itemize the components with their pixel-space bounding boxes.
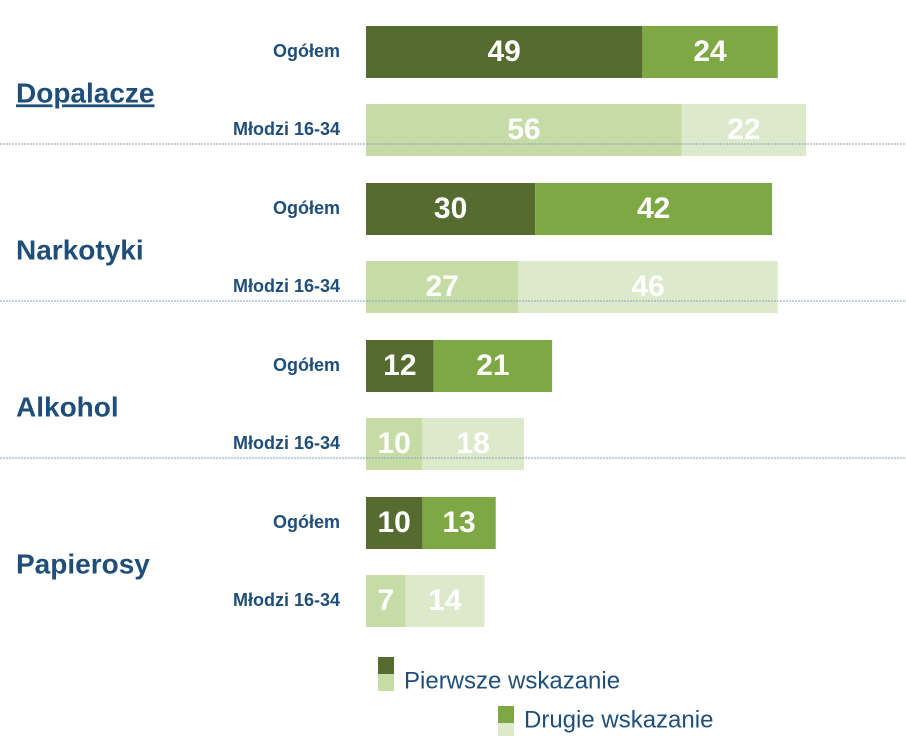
bar-segment [433, 340, 553, 392]
value-label: 7 [377, 584, 394, 617]
subgroup-label: Ogółem [273, 512, 340, 532]
subgroup-label: Młodzi 16-34 [233, 276, 340, 296]
subgroup-label: Ogółem [273, 198, 340, 218]
group-label: Alkohol [16, 391, 119, 422]
value-label: 30 [434, 192, 467, 225]
legend-label: Pierwsze wskazanie [404, 667, 620, 694]
value-label: 10 [378, 427, 411, 460]
subgroup-label: Młodzi 16-34 [233, 433, 340, 453]
legend-swatch [498, 723, 514, 736]
bar-segment [366, 26, 643, 78]
value-label: 13 [442, 506, 475, 539]
bar-segment [422, 418, 524, 470]
value-label: 10 [378, 506, 411, 539]
subgroup-label: Ogółem [273, 355, 340, 375]
bar-segment [422, 497, 496, 549]
group-label: Papierosy [16, 548, 150, 579]
value-label: 24 [693, 35, 727, 68]
subgroup-label: Młodzi 16-34 [233, 119, 340, 139]
bar-segment [518, 261, 778, 313]
group-label[interactable]: Dopalacze [16, 77, 155, 108]
bar-segment [366, 575, 406, 627]
bar-segment [405, 575, 485, 627]
legend-swatch [498, 706, 514, 723]
value-label: 56 [507, 113, 540, 146]
value-label: 21 [476, 349, 509, 382]
bar-segment [366, 340, 434, 392]
value-label: 22 [727, 113, 760, 146]
bar-segment [642, 26, 778, 78]
value-label: 12 [383, 349, 416, 382]
value-label: 49 [487, 35, 520, 68]
subgroup-label: Młodzi 16-34 [233, 590, 340, 610]
bar-segment [366, 497, 423, 549]
legend-label: Drugie wskazanie [524, 706, 713, 733]
value-label: 46 [631, 270, 664, 303]
bar-segment [366, 418, 423, 470]
bar-segment [366, 183, 536, 235]
bar-segment [366, 261, 519, 313]
group-label: Narkotyki [16, 234, 144, 265]
legend-swatch [378, 657, 394, 674]
subgroup-label: Ogółem [273, 41, 340, 61]
value-label: 42 [637, 192, 670, 225]
value-label: 14 [428, 584, 462, 617]
bar-segment [366, 104, 682, 156]
bar-segment [535, 183, 773, 235]
bar-segment [681, 104, 806, 156]
legend-swatch [378, 674, 394, 691]
value-label: 18 [456, 427, 489, 460]
value-label: 27 [425, 270, 458, 303]
